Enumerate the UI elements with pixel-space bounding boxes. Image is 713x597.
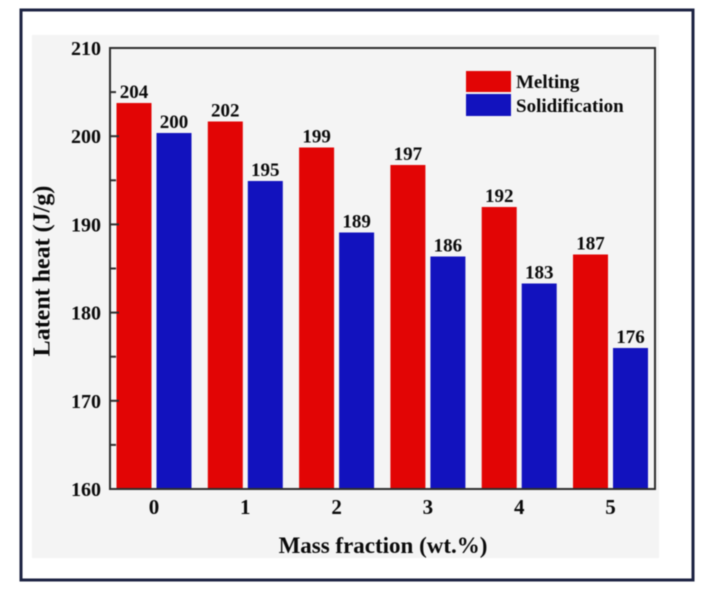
svg-text:204: 204 — [120, 82, 149, 103]
svg-text:176: 176 — [616, 327, 645, 348]
svg-text:170: 170 — [71, 391, 101, 413]
svg-text:0: 0 — [149, 495, 160, 519]
svg-text:3: 3 — [423, 495, 434, 519]
svg-text:186: 186 — [434, 236, 463, 257]
svg-text:4: 4 — [514, 495, 525, 519]
svg-text:Solidification: Solidification — [516, 96, 624, 117]
svg-text:210: 210 — [71, 38, 101, 60]
svg-text:183: 183 — [525, 263, 554, 284]
svg-text:192: 192 — [485, 186, 514, 207]
svg-text:200: 200 — [160, 112, 189, 133]
svg-text:200: 200 — [71, 126, 101, 148]
svg-text:199: 199 — [302, 127, 331, 148]
svg-text:202: 202 — [211, 101, 240, 122]
svg-text:195: 195 — [251, 160, 280, 181]
svg-text:Mass fraction (wt.%): Mass fraction (wt.%) — [279, 533, 488, 558]
svg-text:197: 197 — [394, 144, 423, 165]
svg-text:187: 187 — [576, 234, 605, 255]
svg-text:189: 189 — [342, 212, 371, 233]
svg-text:180: 180 — [71, 303, 101, 325]
svg-text:160: 160 — [71, 479, 101, 501]
svg-text:2: 2 — [331, 495, 342, 519]
svg-text:Melting: Melting — [516, 72, 580, 93]
svg-text:190: 190 — [71, 214, 101, 236]
svg-text:5: 5 — [605, 495, 616, 519]
svg-text:Latent heat (J/g): Latent heat (J/g) — [30, 186, 56, 357]
svg-text:1: 1 — [240, 495, 251, 519]
